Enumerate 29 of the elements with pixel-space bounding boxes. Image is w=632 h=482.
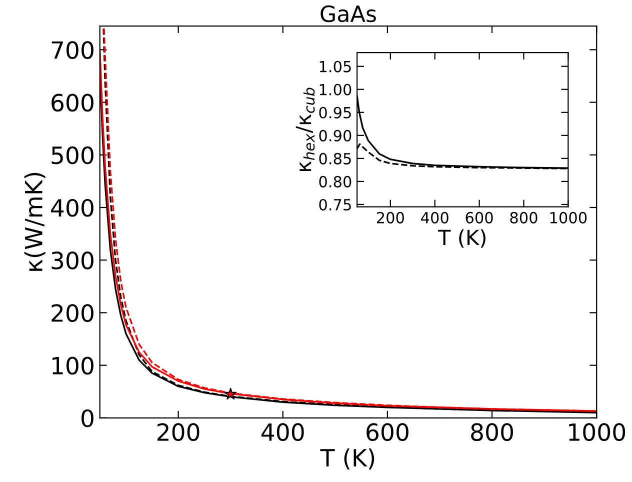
- y-axis-title: κ(W/mK): [24, 172, 46, 271]
- y-axis-title: κ$_{hex}$/κ$_{cub}$: [296, 88, 315, 172]
- y-tick-label: 0: [82, 409, 94, 428]
- y-tick-label: 600: [52, 94, 94, 112]
- chart-title: GaAs: [320, 5, 376, 22]
- y-tick-label: 0.95: [319, 106, 351, 118]
- x-tick-label: 400: [261, 423, 304, 442]
- x-tick-label: 200: [157, 423, 200, 442]
- x-tick-label: 1000: [569, 423, 626, 442]
- x-axis-title: T (K): [438, 229, 486, 248]
- y-tick-label: 100: [52, 356, 94, 375]
- y-tick-label: 0.85: [319, 152, 351, 164]
- x-axis-title: T (K): [320, 448, 374, 470]
- x-tick-label: 600: [366, 423, 408, 442]
- y-tick-label: 0.90: [319, 130, 352, 142]
- x-tick-label: 800: [510, 212, 538, 224]
- y-tick-label: 500: [52, 146, 94, 164]
- y-tick-label: 0.80: [319, 176, 352, 188]
- y-tick-label: 300: [52, 252, 94, 270]
- y-tick-label: 700: [52, 41, 94, 60]
- y-tick-label: 1.05: [320, 60, 351, 72]
- y-tick-label: 200: [52, 304, 94, 322]
- x-tick-label: 1000: [550, 212, 587, 224]
- x-tick-label: 400: [421, 212, 448, 224]
- y-tick-label: 0.75: [319, 198, 351, 210]
- x-tick-label: 800: [471, 423, 513, 442]
- x-tick-label: 600: [466, 212, 493, 224]
- x-tick-label: 200: [376, 212, 404, 224]
- y-tick-label: 1.00: [320, 84, 352, 96]
